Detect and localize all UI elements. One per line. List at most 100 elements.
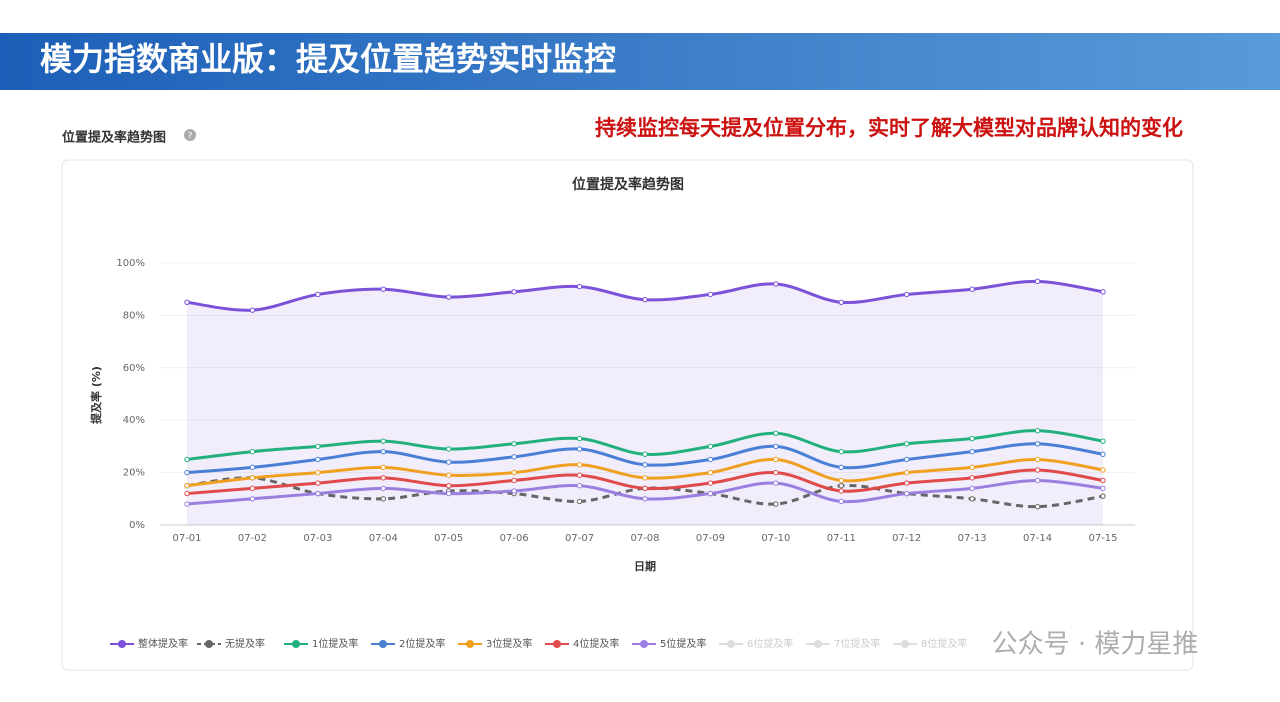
point xyxy=(904,441,910,447)
point xyxy=(249,475,256,481)
legend-marker-hidden xyxy=(901,640,909,648)
legend-marker xyxy=(379,640,387,648)
point xyxy=(1100,289,1106,295)
x-tick-label: 07-11 xyxy=(827,533,856,544)
chart-title: 位置提及率趋势图 xyxy=(572,176,684,193)
point xyxy=(773,480,779,486)
point xyxy=(1100,493,1106,499)
point xyxy=(446,472,452,478)
point xyxy=(511,441,517,447)
x-axis-label: 日期 xyxy=(634,559,656,573)
point xyxy=(249,496,256,502)
legend-label-hidden: 8位提及率 xyxy=(921,637,967,650)
x-tick-label: 07-07 xyxy=(565,533,594,544)
point xyxy=(446,294,452,300)
legend-label: 5位提及率 xyxy=(660,637,706,650)
legend-label-hidden: 6位提及率 xyxy=(747,637,793,650)
point xyxy=(576,435,583,442)
point xyxy=(1100,485,1106,492)
y-tick-label: 100% xyxy=(116,258,145,269)
x-tick-label: 07-06 xyxy=(500,533,529,544)
help-icon-glyph: ? xyxy=(188,132,193,142)
point xyxy=(773,456,779,463)
point xyxy=(576,283,583,290)
legend-label: 4位提及率 xyxy=(573,637,619,650)
point xyxy=(1034,278,1041,285)
legend-label: 整体提及率 xyxy=(138,637,188,650)
point xyxy=(446,446,452,452)
page-title: 模力指数商业版：提及位置趋势实时监控 xyxy=(40,40,616,78)
point xyxy=(446,490,452,497)
legend-marker xyxy=(292,640,300,648)
point xyxy=(380,448,386,455)
x-tick-label: 07-10 xyxy=(761,533,790,544)
point xyxy=(642,496,648,502)
legend-marker-hidden xyxy=(814,640,822,648)
point xyxy=(707,480,714,486)
point xyxy=(1034,456,1041,463)
x-tick-label: 07-01 xyxy=(172,533,201,544)
point xyxy=(380,485,386,492)
point xyxy=(184,456,190,463)
legend-label: 无提及率 xyxy=(225,637,265,650)
point xyxy=(904,456,910,463)
point xyxy=(707,443,714,450)
point xyxy=(642,485,648,492)
point xyxy=(1034,427,1041,434)
x-tick-label: 07-09 xyxy=(696,533,725,544)
point xyxy=(249,448,256,455)
point xyxy=(838,299,844,305)
point xyxy=(642,462,648,468)
x-tick-label: 07-12 xyxy=(892,533,921,544)
legend-label-hidden: 7位提及率 xyxy=(834,637,880,650)
point xyxy=(511,454,517,460)
x-tick-label: 07-03 xyxy=(303,533,332,544)
legend-marker xyxy=(466,640,474,648)
x-tick-label: 07-15 xyxy=(1088,533,1117,544)
point xyxy=(642,296,648,303)
point xyxy=(184,469,190,476)
help-icon[interactable] xyxy=(184,129,196,141)
point xyxy=(511,469,517,476)
point xyxy=(642,475,648,481)
point xyxy=(1034,503,1041,510)
point xyxy=(380,464,386,471)
point xyxy=(576,462,583,468)
legend-label: 1位提及率 xyxy=(312,637,358,650)
point xyxy=(969,475,975,481)
point xyxy=(1100,451,1106,457)
point xyxy=(773,430,779,436)
point xyxy=(642,451,648,457)
point xyxy=(315,443,321,450)
point xyxy=(315,480,321,486)
y-tick-label: 20% xyxy=(123,468,145,479)
point xyxy=(904,480,910,486)
x-tick-label: 07-04 xyxy=(369,533,398,544)
point xyxy=(576,483,583,489)
point xyxy=(773,469,779,476)
point xyxy=(184,501,190,507)
x-tick-label: 07-14 xyxy=(1023,533,1052,544)
point xyxy=(707,291,714,298)
point xyxy=(969,286,975,292)
point xyxy=(315,291,321,298)
legend-marker-hidden xyxy=(727,640,735,648)
y-tick-label: 0% xyxy=(129,520,145,531)
note: 持续监控每天提及位置分布，实时了解大模型对品牌认知的变化 xyxy=(595,116,1183,140)
point xyxy=(380,496,386,502)
point xyxy=(773,501,779,507)
point xyxy=(249,464,256,471)
point xyxy=(315,469,321,476)
x-tick-label: 07-02 xyxy=(238,533,267,544)
point xyxy=(904,291,910,298)
x-tick-label: 07-13 xyxy=(958,533,987,544)
point xyxy=(773,281,779,287)
point xyxy=(1100,438,1106,444)
point xyxy=(315,490,321,497)
legend-marker xyxy=(118,640,126,648)
point xyxy=(184,483,190,489)
point xyxy=(838,448,844,455)
point xyxy=(969,464,975,471)
